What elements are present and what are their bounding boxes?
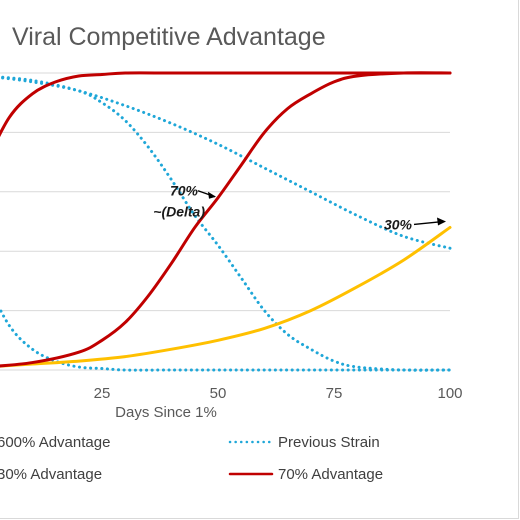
- x-tick-label: 75: [326, 385, 343, 402]
- annotation-label: ~(Delta): [153, 204, 205, 220]
- annotation-arrowhead: [208, 191, 216, 199]
- series-layer: [0, 71, 452, 372]
- legend-label: 30% Advantage: [0, 466, 102, 483]
- chart-title: Viral Competitive Advantage: [12, 23, 326, 51]
- x-axis-label: Days Since 1%: [115, 404, 217, 421]
- series-line-70-advantage: [0, 71, 452, 368]
- grid: [0, 72, 450, 371]
- series-line-previous-strain-aux: [0, 75, 452, 372]
- annotations: 70% ~(Delta) 30%: [153, 183, 446, 232]
- series-line-previous-strain-aux: [0, 306, 452, 372]
- series-line-30-advantage: [0, 225, 452, 368]
- annotation-label: 70%: [170, 183, 199, 199]
- x-tick-label: 25: [94, 385, 111, 402]
- annotation-arrowhead: [437, 217, 446, 226]
- annotation-label: 30%: [384, 216, 413, 232]
- legend-label: 600% Advantage: [0, 434, 110, 451]
- series-line-previous-strain: [0, 76, 452, 250]
- x-tick-label: 100: [437, 385, 462, 402]
- legend-label: Previous Strain: [278, 434, 380, 451]
- legend-label: 70% Advantage: [278, 466, 383, 483]
- x-tick-label: 50: [210, 385, 227, 402]
- x-ticks: 25 50 75 100: [94, 385, 463, 402]
- legend: 600% Advantage Previous Strain 30% Advanta…: [0, 434, 383, 483]
- series-line-600-advantage: [0, 71, 452, 137]
